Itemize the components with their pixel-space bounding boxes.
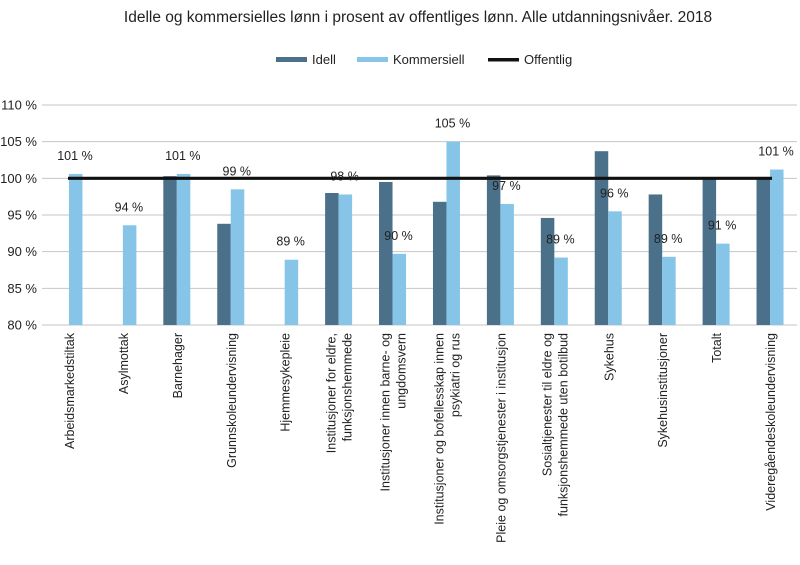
x-label-line: Pleie og omsorgstjenester i institusjon xyxy=(494,333,508,543)
legend-label-kommersiell: Kommersiell xyxy=(393,52,465,67)
bar-kommersiell-grunnskoleundervisning[interactable] xyxy=(230,189,245,325)
x-label-line: Institusjoner for eldre, xyxy=(325,333,339,453)
y-axis-ticks: 80 % 85 % 90 % 95 % 100 % 105 % 110 % xyxy=(0,98,37,333)
x-label-line: funksjonshemmede uten botilbud xyxy=(556,333,570,517)
bar-idell-totalt[interactable] xyxy=(702,178,717,325)
bar-kommersiell-institusjoner-og-bofellesskap-innen-psykiatri-og-rus[interactable] xyxy=(446,141,460,325)
bar-idell-pleie-og-omsorgstjenester-i-institusjon[interactable] xyxy=(486,175,501,325)
legend-item-offentlig[interactable]: Offentlig xyxy=(488,52,572,67)
x-label-line: Institusjoner og bofellesskap innen xyxy=(432,333,446,525)
x-label-line: Hjemmesykepleie xyxy=(279,333,293,432)
legend: Idell Kommersiell Offentlig xyxy=(276,52,572,67)
x-label-institusjoner-og-bofellesskap-innen-psykiatri-og-rus: Institusjoner og bofellesskap innen psyki… xyxy=(432,333,462,525)
bar-idell-institusjoner-og-bofellesskap-innen-psykiatri-og-rus[interactable] xyxy=(432,201,447,325)
x-label-sosialtjenester-til-eldre-og-funksjonshemmede-uten-botilbud: Sosialtjenester til eldre og funksjonshem… xyxy=(540,333,570,517)
data-label-viderega-endeskoleundervisning: 101 % xyxy=(758,145,793,159)
gridlines xyxy=(42,104,797,326)
bar-kommersiell-sosialtjenester-til-eldre-og-funksjonshemmede-uten-botilbud[interactable] xyxy=(554,257,568,325)
data-label-institusjoner-for-eldre-funksjonshemmede: 98 % xyxy=(330,169,359,183)
bar-idell-sosialtjenester-til-eldre-og-funksjonshemmede-uten-botilbud[interactable] xyxy=(540,217,555,325)
x-label-line: Arbeidsmarkedstiltak xyxy=(63,332,77,449)
x-label-sykehusinstitusjoner: Sykehusinstitusjoner xyxy=(656,333,670,448)
bar-kommersiell-institusjoner-innen-barne-og-ungdomsvern[interactable] xyxy=(392,253,407,325)
x-label-line: ungdomsvern xyxy=(395,333,409,409)
bar-idell-viderega-endeskoleundervisning[interactable] xyxy=(756,178,771,325)
data-label-institusjoner-og-bofellesskap-innen-psykiatri-og-rus: 105 % xyxy=(435,117,470,131)
bar-kommersiell-pleie-og-omsorgstjenester-i-institusjon[interactable] xyxy=(500,204,514,325)
data-label-sykehus: 96 % xyxy=(600,186,629,200)
x-label-line: Videregåendeskoleundervisning xyxy=(764,333,778,511)
y-tick-label: 90 % xyxy=(7,244,37,259)
x-label-viderega-endeskoleundervisning: Videregåendeskoleundervisning xyxy=(764,333,778,511)
x-label-line: Sykehusinstitusjoner xyxy=(656,333,670,448)
x-label-grunnskoleundervisning: Grunnskoleundervisning xyxy=(225,333,239,468)
x-label-line: Barnehager xyxy=(171,333,185,398)
data-label-asylmottak: 94 % xyxy=(115,200,144,214)
x-label-arbeidsmarkedstiltak: Arbeidsmarkedstiltak xyxy=(63,332,77,449)
legend-swatch-offentlig xyxy=(488,58,519,62)
x-label-line: funksjonshemmede xyxy=(341,333,355,441)
bar-kommersiell-sykehusinstitusjoner[interactable] xyxy=(662,256,676,325)
bars xyxy=(68,141,784,325)
x-label-hjemmesykepleie: Hjemmesykepleie xyxy=(279,333,293,432)
legend-label-idell: Idell xyxy=(312,52,336,67)
bar-kommersiell-institusjoner-for-eldre-funksjonshemmede[interactable] xyxy=(338,194,353,325)
x-label-totalt: Totalt xyxy=(710,332,724,362)
y-tick-label: 80 % xyxy=(7,318,37,333)
data-label-arbeidsmarkedstiltak: 101 % xyxy=(57,149,92,163)
x-label-barnehager: Barnehager xyxy=(171,333,185,398)
x-label-line: Sykehus xyxy=(602,333,616,381)
data-labels: 101 % 94 % 101 % 99 % 89 % 98 % 90 % 105 % 97 % 8… xyxy=(57,117,794,249)
bar-idell-institusjoner-innen-barne-og-ungdomsvern[interactable] xyxy=(379,182,393,325)
y-tick-label: 100 % xyxy=(0,171,37,186)
bar-kommersiell-barnehager[interactable] xyxy=(176,173,191,325)
legend-swatch-idell xyxy=(276,57,307,62)
x-label-line: Asylmottak xyxy=(117,332,131,394)
x-label-line: psykiatri og rus xyxy=(448,333,462,417)
chart-title: Idelle og kommersielles lønn i prosent a… xyxy=(124,9,712,26)
bar-idell-sykehusinstitusjoner[interactable] xyxy=(648,194,663,325)
y-tick-label: 105 % xyxy=(0,134,37,149)
bar-kommersiell-arbeidsmarkedstiltak[interactable] xyxy=(68,173,83,325)
bar-kommersiell-hjemmesykepleie[interactable] xyxy=(284,259,299,325)
bar-kommersiell-totalt[interactable] xyxy=(716,243,730,325)
legend-item-idell[interactable]: Idell xyxy=(276,52,336,67)
bar-kommersiell-viderega-endeskoleundervisning[interactable] xyxy=(770,169,784,325)
data-label-institusjoner-innen-barne-og-ungdomsvern: 90 % xyxy=(384,229,413,243)
data-label-sosialtjenester-til-eldre-og-funksjonshemmede-uten-botilbud: 89 % xyxy=(546,233,575,247)
bar-kommersiell-sykehus[interactable] xyxy=(608,211,622,325)
x-label-institusjoner-innen-barne-og-ungdomsvern: Institusjoner innen barne- og ungdomsvern xyxy=(379,333,409,491)
x-label-line: Totalt xyxy=(710,332,724,362)
y-tick-label: 110 % xyxy=(1,98,37,113)
bar-kommersiell-asylmottak[interactable] xyxy=(122,225,137,325)
data-label-pleie-og-omsorgstjenester-i-institusjon: 97 % xyxy=(492,179,521,193)
y-tick-label: 95 % xyxy=(7,208,37,223)
x-label-line: Grunnskoleundervisning xyxy=(225,333,239,468)
data-label-barnehager: 101 % xyxy=(165,149,200,163)
data-label-grunnskoleundervisning: 99 % xyxy=(223,164,252,178)
y-tick-label: 85 % xyxy=(7,281,37,296)
x-label-institusjoner-for-eldre-funksjonshemmede: Institusjoner for eldre, funksjonshemmede xyxy=(325,333,355,453)
bar-idell-sykehus[interactable] xyxy=(594,151,609,325)
legend-swatch-kommersiell xyxy=(357,57,388,62)
data-label-totalt: 91 % xyxy=(708,219,737,233)
x-label-line: Institusjoner innen barne- og xyxy=(379,333,393,491)
x-label-asylmottak: Asylmottak xyxy=(117,332,131,394)
data-label-hjemmesykepleie: 89 % xyxy=(276,235,305,249)
bar-idell-barnehager[interactable] xyxy=(163,176,177,325)
legend-item-kommersiell[interactable]: Kommersiell xyxy=(357,52,465,67)
x-label-pleie-og-omsorgstjenester-i-institusjon: Pleie og omsorgstjenester i institusjon xyxy=(494,333,508,543)
x-axis-labels: Arbeidsmarkedstiltak Asylmottak Barnehager… xyxy=(63,332,778,543)
x-label-line: Sosialtjenester til eldre og xyxy=(540,333,554,476)
bar-idell-institusjoner-for-eldre-funksjonshemmede[interactable] xyxy=(325,193,339,325)
data-label-sykehusinstitusjoner: 89 % xyxy=(654,232,683,246)
bar-idell-grunnskoleundervisning[interactable] xyxy=(217,223,231,325)
x-label-sykehus: Sykehus xyxy=(602,333,616,381)
legend-label-offentlig: Offentlig xyxy=(524,52,572,67)
